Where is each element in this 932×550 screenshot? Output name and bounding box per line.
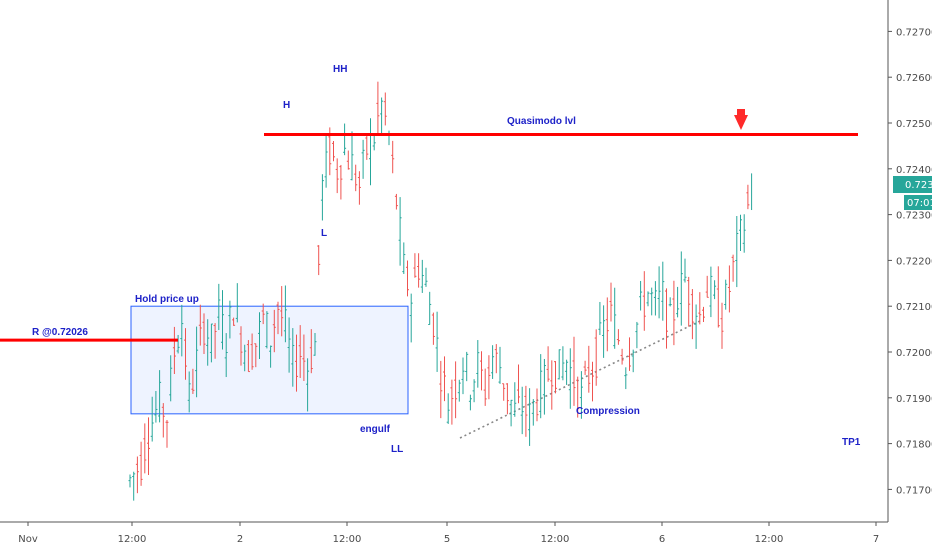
engulf-label: engulf: [360, 424, 391, 435]
quasimodo-label: Quasimodo lvl: [507, 116, 576, 127]
x-tick-label: Nov: [18, 534, 38, 545]
candles: [128, 81, 753, 501]
x-tick-label: 7: [873, 534, 879, 545]
x-tick-label: 12:00: [333, 534, 362, 545]
last-price-text: 0.72358: [905, 180, 932, 191]
last-price-badge: [893, 176, 932, 193]
compression-label: Compression: [576, 406, 640, 417]
zone-label: Hold price up: [135, 294, 199, 305]
x-tick-label: 12:00: [541, 534, 570, 545]
swing-label-hh: HH: [333, 64, 347, 75]
plot-area[interactable]: [0, 0, 888, 522]
time-axis[interactable]: Nov 12:00 2 12:00 5 12:00 6 12:00 7: [18, 522, 879, 545]
x-tick-label: 5: [444, 534, 450, 545]
hold-zone-rectangle[interactable]: [130, 305, 409, 415]
y-tick-label: 0.71700: [896, 485, 932, 496]
tp1-label: TP1: [842, 437, 861, 448]
x-tick-label: 12:00: [118, 534, 147, 545]
swing-label-ll: LL: [391, 444, 403, 455]
swing-label-h: H: [283, 100, 290, 111]
x-tick-label: 6: [659, 534, 665, 545]
countdown-text: 07:01: [907, 198, 932, 209]
x-tick-label: 12:00: [755, 534, 784, 545]
resistance-label: R @0.72026: [32, 327, 88, 338]
countdown-badge: [904, 195, 932, 210]
swing-label-l: L: [321, 228, 327, 239]
down-arrow-icon: [734, 109, 748, 130]
x-tick-label: 2: [237, 534, 243, 545]
